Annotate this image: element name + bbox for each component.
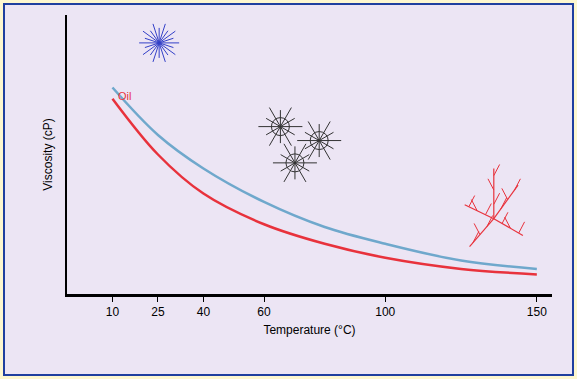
svg-text:Oil: Oil	[118, 90, 131, 102]
svg-text:100: 100	[375, 305, 395, 319]
svg-text:25: 25	[151, 305, 165, 319]
svg-text:Temperature (°C): Temperature (°C)	[263, 323, 355, 337]
svg-text:60: 60	[257, 305, 271, 319]
svg-text:Viscosity (cP): Viscosity (cP)	[41, 118, 55, 190]
svg-text:40: 40	[197, 305, 211, 319]
svg-text:10: 10	[106, 305, 120, 319]
svg-text:150: 150	[527, 305, 547, 319]
